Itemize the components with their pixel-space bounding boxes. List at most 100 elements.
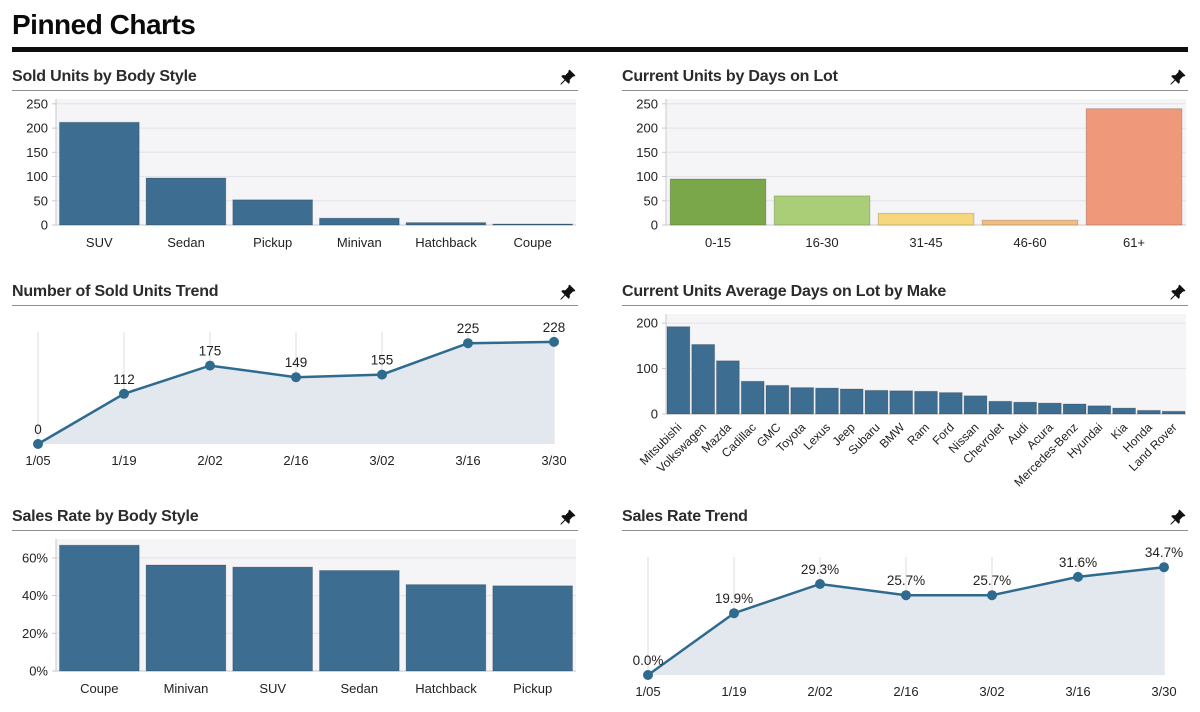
y-axis-label: 20% xyxy=(22,626,48,641)
panel-header: Current Units by Days on Lot xyxy=(622,68,1188,91)
bar xyxy=(877,212,975,226)
sold-units-by-body-style-chart: 0 50 100 150 200 250 SUV Sedan Pickup Minivan Hatc… xyxy=(12,93,578,259)
y-axis-label: 50 xyxy=(644,193,658,208)
data-point-label: 25.7% xyxy=(973,573,1011,588)
x-axis-label: Toyota xyxy=(773,420,808,455)
chart-panel-number-of-sold-units-trend: Number of Sold Units Trend 0 1/05 112 1/19 1… xyxy=(12,283,578,484)
data-point xyxy=(205,360,215,371)
x-axis-label: 61+ xyxy=(1123,235,1145,250)
bar xyxy=(790,387,815,415)
x-axis-label: SUV xyxy=(86,235,113,250)
data-point xyxy=(463,338,473,349)
x-axis-label: Minivan xyxy=(164,681,209,696)
x-axis-label: Coupe xyxy=(80,681,118,696)
current-units-average-days-on-lot-by-make-chart: 0 100 200 Mitsubishi Volkswagen Mazda Cadillac… xyxy=(622,308,1188,490)
bar xyxy=(1062,403,1087,415)
x-axis-label: 1/19 xyxy=(111,453,136,468)
bar xyxy=(1085,108,1183,226)
chart-title: Number of Sold Units Trend xyxy=(12,283,219,300)
data-point-label: 19.9% xyxy=(715,591,753,606)
chart-title: Sold Units by Body Style xyxy=(12,68,197,85)
x-axis-label: SUV xyxy=(259,681,286,696)
bar xyxy=(864,389,889,415)
y-axis-label: 150 xyxy=(636,145,658,160)
data-point-label: 0 xyxy=(34,422,42,437)
y-axis-label: 60% xyxy=(22,550,48,565)
bar xyxy=(765,384,790,415)
data-point-label: 112 xyxy=(113,372,135,387)
bar xyxy=(666,326,691,415)
bar xyxy=(405,222,487,226)
x-axis-label: Hatchback xyxy=(415,681,477,696)
sales-rate-trend-chart: 0.0% 1/05 19.9% 1/19 29.3% 2/02 25.7% 2/16 25.7%… xyxy=(622,533,1188,705)
pin-icon[interactable] xyxy=(557,69,578,86)
y-axis-label: 200 xyxy=(636,316,658,331)
bar xyxy=(889,390,914,415)
pin-icon[interactable] xyxy=(557,509,578,526)
bar xyxy=(669,178,767,226)
pin-icon[interactable] xyxy=(1167,509,1188,526)
data-point-label: 31.6% xyxy=(1059,555,1097,570)
data-point-label: 0.0% xyxy=(633,653,664,668)
chart-panel-current-units-by-days-on-lot: Current Units by Days on Lot 0 50 100 150 20… xyxy=(622,68,1188,259)
y-axis-label: 40% xyxy=(22,588,48,603)
data-point xyxy=(901,590,911,601)
x-axis-label: Hatchback xyxy=(415,235,477,250)
x-axis-label: Sedan xyxy=(341,681,379,696)
bar xyxy=(1087,405,1112,415)
area-fill xyxy=(648,567,1164,675)
charts-grid: Sold Units by Body Style 0 50 100 150 200 250… xyxy=(12,68,1188,705)
chart-panel-sold-units-by-body-style: Sold Units by Body Style 0 50 100 150 200 250… xyxy=(12,68,578,259)
x-axis-label: 0-15 xyxy=(705,235,731,250)
x-axis-label: 2/02 xyxy=(197,453,222,468)
bar xyxy=(319,217,400,226)
data-point-label: 149 xyxy=(285,355,308,370)
x-axis-label: Pickup xyxy=(513,681,552,696)
x-axis-label: 16-30 xyxy=(805,235,838,250)
bar xyxy=(691,344,716,415)
bar xyxy=(740,380,765,415)
pin-icon[interactable] xyxy=(1167,69,1188,86)
x-axis-label: Sedan xyxy=(167,235,205,250)
chart-title: Current Units by Days on Lot xyxy=(622,68,838,85)
data-point xyxy=(1073,571,1083,582)
x-axis-label: 46-60 xyxy=(1013,235,1046,250)
x-axis-label: 2/16 xyxy=(893,684,918,699)
data-point xyxy=(377,369,387,380)
x-axis-label: 3/02 xyxy=(369,453,394,468)
x-axis-label: Lexus xyxy=(801,420,834,453)
y-axis-label: 250 xyxy=(636,96,658,111)
data-point xyxy=(729,608,739,619)
chart-title: Current Units Average Days on Lot by Mak… xyxy=(622,283,947,300)
pin-icon[interactable] xyxy=(557,284,578,301)
panel-header: Sold Units by Body Style xyxy=(12,68,578,91)
panel-header: Sales Rate Trend xyxy=(622,508,1188,531)
x-axis-label: 3/16 xyxy=(1065,684,1090,699)
x-axis-label: 2/16 xyxy=(283,453,308,468)
data-point-label: 225 xyxy=(457,321,480,336)
chart-title: Sales Rate Trend xyxy=(622,508,748,525)
x-axis-label: 3/30 xyxy=(541,453,566,468)
bar xyxy=(492,585,573,672)
y-axis-label: 150 xyxy=(26,145,48,160)
bar xyxy=(1112,407,1137,415)
y-axis-label: 250 xyxy=(26,96,48,111)
data-point-label: 228 xyxy=(543,320,566,335)
area-fill xyxy=(38,341,554,444)
bar xyxy=(815,387,839,415)
x-axis-label: 2/02 xyxy=(807,684,832,699)
x-axis-label: 3/02 xyxy=(979,684,1004,699)
bar xyxy=(59,121,140,226)
x-axis-label: 3/16 xyxy=(455,453,480,468)
data-point xyxy=(1159,562,1169,573)
bar xyxy=(232,199,313,226)
data-point-label: 155 xyxy=(371,353,394,368)
bar xyxy=(716,360,740,415)
chart-panel-current-units-average-days-on-lot-by-make: Current Units Average Days on Lot by Mak… xyxy=(622,283,1188,490)
bar xyxy=(988,400,1013,415)
pin-icon[interactable] xyxy=(1167,284,1188,301)
chart-title: Sales Rate by Body Style xyxy=(12,508,199,525)
bar xyxy=(59,544,140,672)
data-point-label: 34.7% xyxy=(1145,545,1183,560)
